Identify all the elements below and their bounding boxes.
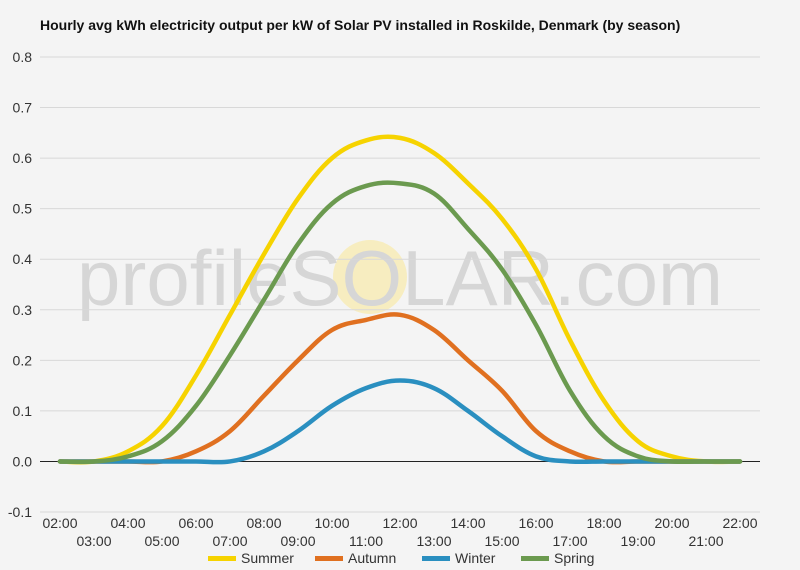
x-tick-label: 15:00 [484,533,519,549]
x-tick-label: 03:00 [76,533,111,549]
x-tick-label: 11:00 [349,533,383,549]
x-tick-label: 02:00 [42,515,77,531]
x-tick-label: 04:00 [110,515,145,531]
chart-title: Hourly avg kWh electricity output per kW… [40,17,681,33]
x-tick-label: 14:00 [450,515,485,531]
y-tick-label: 0.6 [13,150,33,166]
x-tick-label: 20:00 [654,515,689,531]
x-tick-label: 22:00 [722,515,757,531]
y-axis: 0.8 0.7 0.6 0.5 0.4 0.3 0.2 0.1 0.0 -0.1 [8,49,32,520]
watermark: profileSOLAR.com [77,234,723,322]
legend-swatch [422,556,450,561]
x-tick-label: 21:00 [688,533,723,549]
y-tick-label: -0.1 [8,504,32,520]
series-line-spring [57,180,743,465]
legend-label: Autumn [348,550,396,566]
legend-swatch [521,556,549,561]
x-tick-label: 16:00 [518,515,553,531]
y-tick-label: 0.4 [13,251,33,267]
y-tick-label: 0.3 [13,302,33,318]
legend-label: Spring [554,550,594,566]
x-tick-label: 07:00 [212,533,247,549]
x-tick-label: 17:00 [552,533,587,549]
x-tick-label: 10:00 [314,515,349,531]
y-tick-label: 0.8 [13,49,33,65]
legend-swatch [208,556,236,561]
legend-label: Winter [455,550,496,566]
watermark-sun-icon [333,240,407,314]
x-tick-label: 06:00 [178,515,213,531]
legend-swatch [315,556,343,561]
x-axis: 02:00 03:00 04:00 05:00 06:00 07:00 08:00 09:00… [42,515,757,549]
legend-label: Summer [241,550,294,566]
y-tick-label: 0.0 [13,453,33,469]
x-tick-label: 13:00 [416,533,451,549]
watermark-text: profileSOLAR.com [77,234,723,322]
x-tick-label: 09:00 [280,533,315,549]
series-line-winter [57,378,743,465]
y-tick-label: 0.1 [13,403,33,419]
series-line-summer [57,134,743,465]
series-lines [57,134,743,465]
x-tick-label: 05:00 [144,533,179,549]
grid-lines [40,56,760,513]
x-tick-label: 19:00 [620,533,655,549]
y-tick-label: 0.7 [13,100,33,116]
legend: Summer Autumn Winter Spring [208,550,594,566]
y-tick-label: 0.2 [13,352,33,368]
x-tick-label: 08:00 [246,515,281,531]
x-tick-label: 12:00 [382,515,417,531]
y-tick-label: 0.5 [13,201,33,217]
x-tick-label: 18:00 [586,515,621,531]
